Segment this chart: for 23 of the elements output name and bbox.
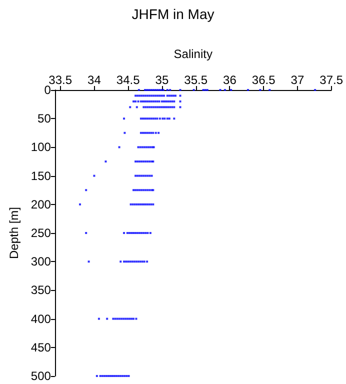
- x-tick-label: 35.5: [184, 73, 208, 87]
- y-tick-label: 400: [30, 312, 52, 326]
- y-tick-label: 0: [44, 83, 52, 97]
- y-axis-title: Depth [m]: [7, 206, 21, 260]
- x-tick-label: 36.5: [252, 73, 276, 87]
- y-tick-label: 100: [30, 140, 52, 154]
- x-tick-label: 34.5: [116, 73, 140, 87]
- y-tick-label: 150: [30, 168, 52, 183]
- x-tick-label: 35: [155, 73, 169, 87]
- y-tick-label: 350: [30, 283, 52, 298]
- x-tick-label: 37.5: [320, 73, 344, 87]
- x-axis-title: Salinity: [174, 47, 212, 61]
- x-tick-label: 34: [88, 73, 102, 87]
- x-tick-label: 37: [290, 73, 304, 87]
- chart-title: JHFM in May: [132, 6, 214, 22]
- y-tick-label: 500: [30, 369, 52, 383]
- y-tick-label: 200: [30, 197, 52, 212]
- x-tick-label: 33.5: [48, 73, 72, 87]
- y-tick-label: 300: [30, 254, 52, 269]
- y-tick-label: 450: [30, 340, 52, 354]
- x-tick-label: 36: [223, 73, 237, 87]
- y-tick-label: 50: [38, 112, 52, 126]
- y-tick-label: 250: [30, 226, 52, 240]
